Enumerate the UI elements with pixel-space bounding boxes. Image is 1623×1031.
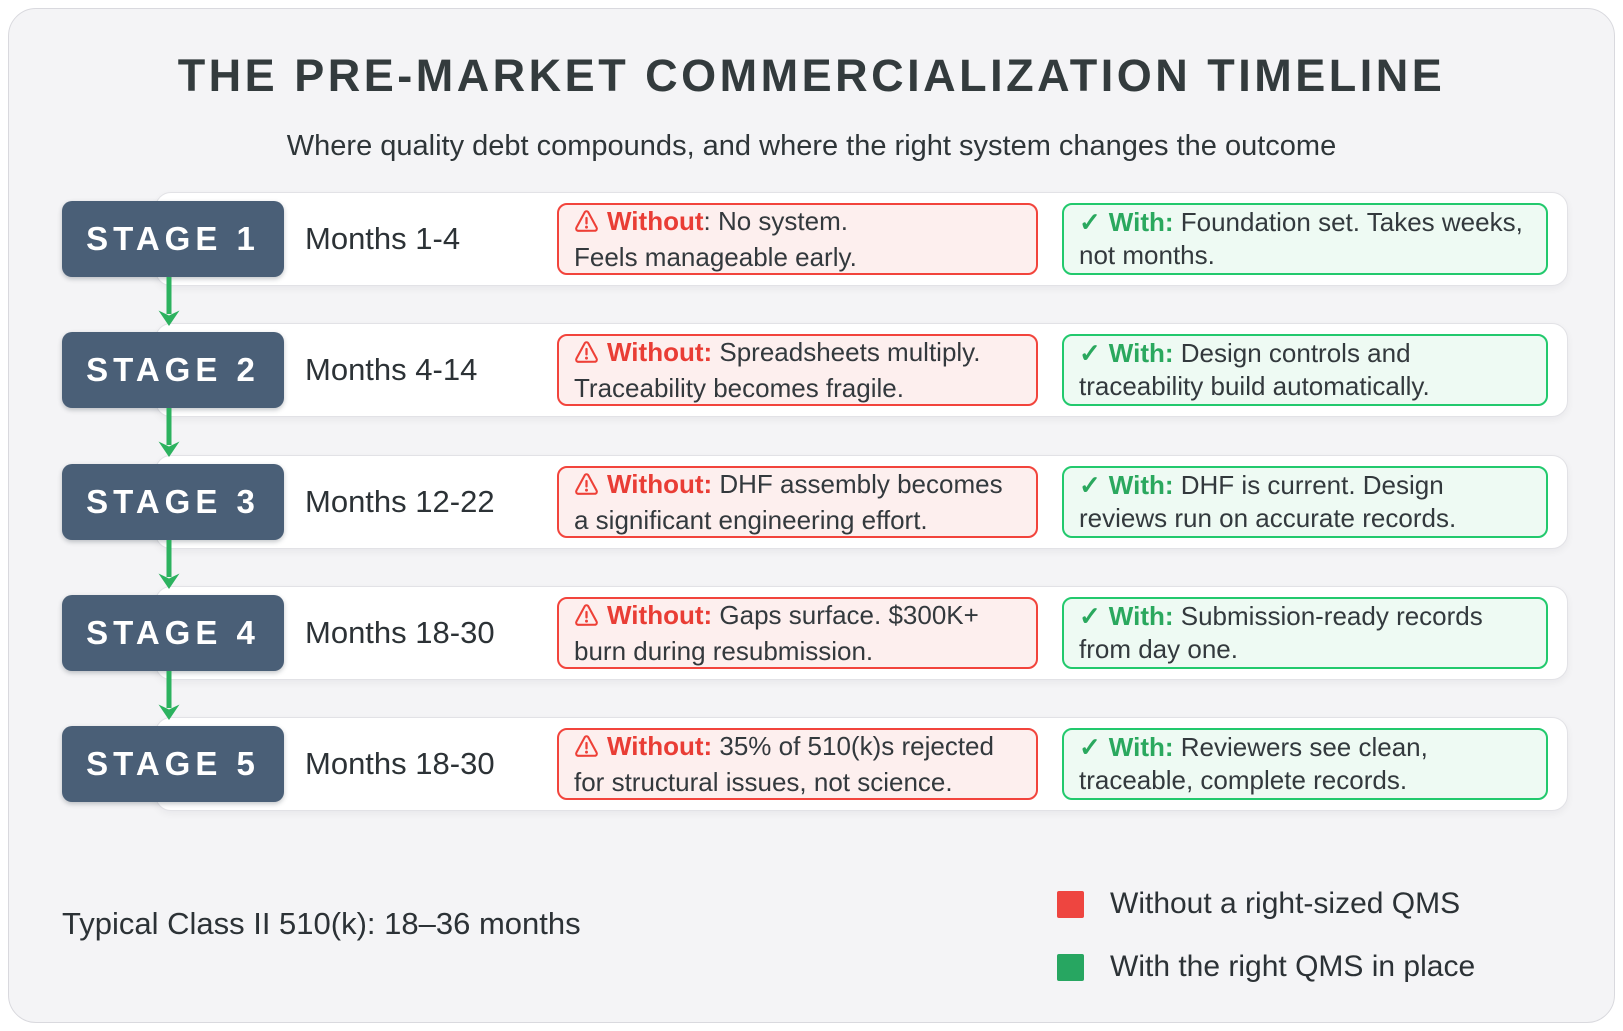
stage-badge-label: STAGE 2 (86, 351, 260, 388)
legend-swatch-green (1057, 953, 1084, 981)
legend-item-without: Without a right-sized QMS (1057, 887, 1460, 921)
without-label: Without: (607, 599, 713, 630)
without-box-text: Without: Spreadsheets multiply. Traceabi… (574, 336, 980, 405)
warning-triangle-icon (574, 208, 599, 241)
with-text: Submission-ready records from day one. (1079, 601, 1483, 664)
with-text: Foundation set. Takes weeks, not months. (1079, 207, 1523, 270)
with-label: With: (1108, 601, 1174, 631)
without-text: DHF assembly becomes a significant engin… (574, 468, 1003, 535)
check-icon: ✓ (1079, 732, 1101, 762)
page-subtitle: Where quality debt compounds, and where … (286, 130, 1337, 162)
down-arrow-icon (158, 540, 180, 589)
without-text: : No system. Feels manageable early. (574, 205, 857, 272)
without-box-text: Without: No system. Feels manageable ear… (574, 205, 857, 274)
with-label: With: (1108, 338, 1174, 368)
without-label: Without: (607, 730, 713, 761)
without-label: Without: (607, 468, 713, 499)
stage-badge: STAGE 2 (62, 332, 284, 408)
check-icon: ✓ (1079, 207, 1101, 237)
legend-item-with: With the right QMS in place (1057, 950, 1475, 984)
without-text: Gaps surface. $300K+ burn during resubmi… (574, 599, 979, 666)
stage-months: Months 12-22 (305, 484, 495, 519)
without-box: Without: Gaps surface. $300K+ burn durin… (557, 597, 1038, 669)
without-text: Spreadsheets multiply. Traceability beco… (574, 336, 981, 403)
with-box: ✓ With: Reviewers see clean, traceable, c… (1062, 728, 1548, 800)
legend-label: Without a right-sized QMS (1110, 887, 1461, 920)
without-text: 35% of 510(k)s rejected for structural i… (574, 730, 994, 797)
page-title: THE PRE-MARKET COMMERCIALIZATION TIMELIN… (177, 50, 1446, 101)
stage-badge-label: STAGE 5 (86, 745, 260, 782)
without-box: Without: DHF assembly becomes a signific… (557, 466, 1038, 538)
without-box-text: Without: Gaps surface. $300K+ burn durin… (574, 599, 979, 668)
with-box: ✓ With: Design controls and traceability … (1062, 334, 1548, 406)
footnote: Typical Class II 510(k): 18–36 months (62, 906, 581, 941)
with-box: ✓ With: Foundation set. Takes weeks, not … (1062, 203, 1548, 275)
stage-badge-label: STAGE 4 (86, 614, 260, 651)
warning-triangle-icon (574, 602, 599, 635)
stage-months: Months 18-30 (305, 615, 495, 650)
with-label: With: (1108, 470, 1174, 500)
legend-label: With the right QMS in place (1110, 950, 1476, 983)
stage-badge: STAGE 1 (62, 201, 284, 277)
with-box-text: ✓ With: Design controls and traceability … (1079, 337, 1430, 403)
stage-months: Months 1-4 (305, 221, 461, 256)
with-text: DHF is current. Design reviews run on ac… (1079, 470, 1457, 533)
down-arrow-icon (158, 277, 180, 326)
stage-badge: STAGE 4 (62, 595, 284, 671)
with-box-text: ✓ With: DHF is current. Design reviews ru… (1079, 469, 1456, 535)
with-label: With: (1108, 207, 1174, 237)
with-box-text: ✓ With: Submission-ready records from day… (1079, 600, 1483, 666)
stage-badge: STAGE 3 (62, 464, 284, 540)
with-text: Design controls and traceability build a… (1079, 338, 1430, 401)
stage-badge-label: STAGE 3 (86, 483, 260, 520)
without-box: Without: No system. Feels manageable ear… (557, 203, 1038, 275)
without-box-text: Without: 35% of 510(k)s rejected for str… (574, 730, 994, 799)
legend-swatch-red (1057, 890, 1084, 918)
check-icon: ✓ (1079, 338, 1101, 368)
down-arrow-icon (158, 408, 180, 457)
without-label: Without (607, 205, 704, 236)
without-box: Without: Spreadsheets multiply. Traceabi… (557, 334, 1038, 406)
with-box: ✓ With: DHF is current. Design reviews ru… (1062, 466, 1548, 538)
stage-badge: STAGE 5 (62, 726, 284, 802)
stage-row-4: STAGE 4 Months 18-30 Without: Gaps surfa… (62, 586, 1568, 680)
down-arrow-icon (158, 671, 180, 720)
stage-row-5: STAGE 5 Months 18-30 Without: 35% of 510… (62, 717, 1568, 811)
check-icon: ✓ (1079, 601, 1101, 631)
warning-triangle-icon (574, 339, 599, 372)
with-label: With: (1108, 732, 1174, 762)
without-box-text: Without: DHF assembly becomes a signific… (574, 468, 1003, 537)
with-box-text: ✓ With: Reviewers see clean, traceable, c… (1079, 731, 1428, 797)
stage-months: Months 4-14 (305, 352, 478, 387)
warning-triangle-icon (574, 733, 599, 766)
without-label: Without: (607, 336, 713, 367)
with-box: ✓ With: Submission-ready records from day… (1062, 597, 1548, 669)
stage-row-2: STAGE 2 Months 4-14 Without: Spreadsheet… (62, 323, 1568, 417)
stage-badge-label: STAGE 1 (86, 220, 260, 257)
stage-row-1: STAGE 1 Months 1-4 Without: No system. F… (62, 192, 1568, 286)
check-icon: ✓ (1079, 470, 1101, 500)
stage-months: Months 18-30 (305, 746, 495, 781)
stage-row-3: STAGE 3 Months 12-22 Without: DHF assemb… (62, 455, 1568, 549)
with-box-text: ✓ With: Foundation set. Takes weeks, not … (1079, 206, 1523, 272)
warning-triangle-icon (574, 471, 599, 504)
without-box: Without: 35% of 510(k)s rejected for str… (557, 728, 1038, 800)
with-text: Reviewers see clean, traceable, complete… (1079, 732, 1428, 795)
